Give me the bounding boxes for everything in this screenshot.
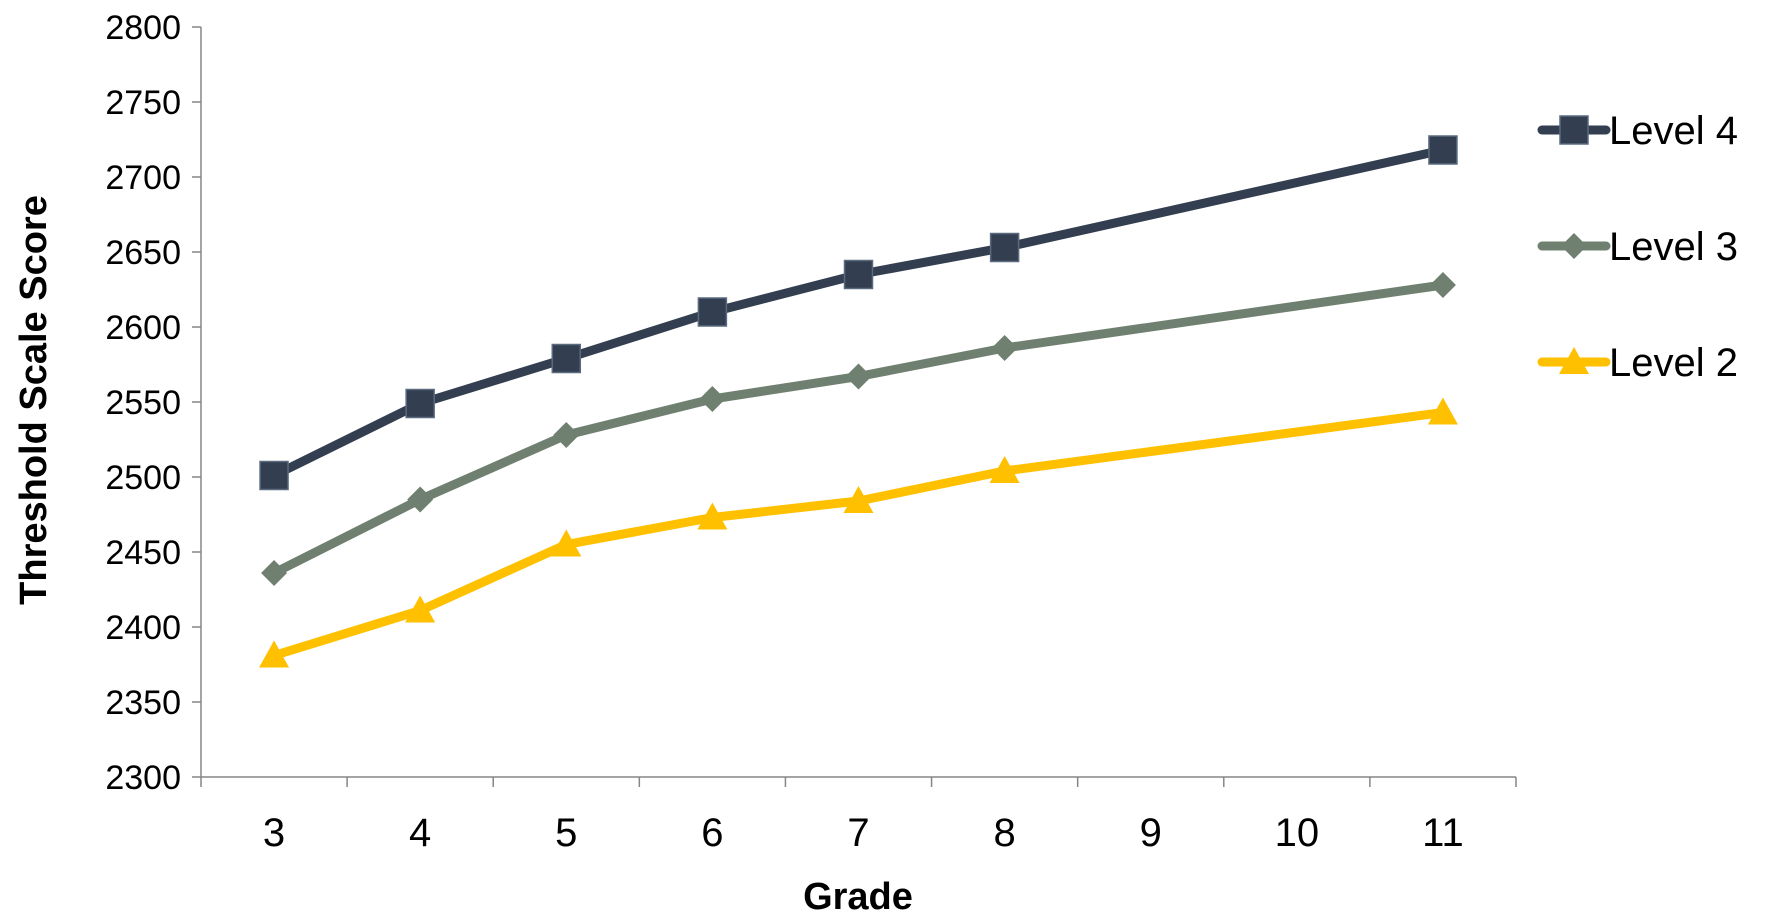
x-tick-label: 7 <box>847 811 869 855</box>
series-line-level-3 <box>272 280 1444 578</box>
y-tick-label: 2550 <box>105 384 181 422</box>
data-point-level-2 <box>1427 397 1458 425</box>
x-tick-label: 4 <box>409 811 431 855</box>
data-point-level-2 <box>843 486 874 513</box>
data-point-level-3 <box>991 335 1018 361</box>
y-tick-label: 2300 <box>105 759 181 797</box>
y-tick-label: 2600 <box>105 309 181 347</box>
x-tick-label: 8 <box>993 811 1015 855</box>
data-point-level-4 <box>1428 135 1458 165</box>
x-axis-title: Grade <box>803 876 913 914</box>
x-tick-label: 9 <box>1140 811 1162 855</box>
legend-marker-level-4 <box>1559 115 1589 145</box>
data-point-level-2 <box>551 529 582 557</box>
y-tick-label: 2350 <box>105 684 181 722</box>
data-point-level-3 <box>1429 272 1456 298</box>
data-point-level-4 <box>405 388 435 419</box>
y-tick-label: 2500 <box>105 459 181 497</box>
data-point-level-3 <box>407 486 434 513</box>
legend-item-level-2: Level 2 <box>1537 341 1738 385</box>
y-axis-ticks: 2300 2350 2400 2450 2500 2550 2600 2650 2700 2750… <box>105 9 201 797</box>
y-tick-label: 2800 <box>105 9 181 47</box>
series-line-level-2 <box>272 408 1444 660</box>
data-point-level-2 <box>697 502 728 530</box>
data-point-level-4 <box>551 343 582 374</box>
data-point-level-2 <box>259 640 290 668</box>
data-point-level-4 <box>843 259 874 290</box>
series-level-2 <box>259 397 1458 668</box>
legend-item-level-3: Level 3 <box>1537 225 1738 269</box>
legend-marker-level-3 <box>1561 233 1587 259</box>
x-tick-label: 10 <box>1275 811 1320 855</box>
y-tick-label: 2700 <box>105 159 181 197</box>
legend-label-level-3: Level 3 <box>1609 225 1738 269</box>
series-level-4 <box>259 135 1458 491</box>
legend-item-level-4: Level 4 <box>1537 109 1738 153</box>
x-axis-ticks: 3 4 5 6 7 8 9 10 11 <box>200 777 1517 855</box>
legend-label-level-2: Level 2 <box>1609 341 1738 385</box>
chart-axes <box>200 27 1516 778</box>
data-point-level-3 <box>261 560 288 586</box>
y-axis-title: Threshold Scale Score <box>13 195 55 605</box>
y-tick-label: 2750 <box>105 84 181 122</box>
chart-series <box>259 135 1458 668</box>
data-point-level-3 <box>845 363 872 390</box>
data-point-level-4 <box>259 460 289 491</box>
data-point-level-4 <box>697 297 728 327</box>
y-tick-label: 2450 <box>105 534 181 572</box>
data-point-level-2 <box>989 456 1020 483</box>
data-point-level-3 <box>699 386 726 412</box>
x-tick-label: 11 <box>1422 811 1464 855</box>
y-tick-label: 2650 <box>105 234 181 272</box>
data-point-level-4 <box>989 232 1020 263</box>
y-tick-label: 2400 <box>105 609 181 647</box>
x-tick-label: 6 <box>701 811 723 855</box>
chart-legend: Level 4 Level 3 Level 2 <box>1537 109 1738 385</box>
x-tick-label: 5 <box>555 811 577 855</box>
legend-marker-level-2 <box>1559 347 1589 374</box>
series-level-3 <box>261 272 1456 586</box>
x-tick-label: 3 <box>263 811 285 855</box>
legend-label-level-4: Level 4 <box>1609 109 1738 153</box>
data-point-level-3 <box>553 422 580 448</box>
data-point-level-2 <box>405 595 436 623</box>
